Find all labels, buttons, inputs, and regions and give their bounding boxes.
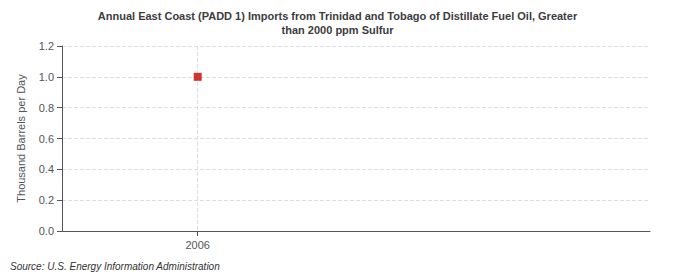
svg-text:Source: U.S. Energy Informatio: Source: U.S. Energy Information Administ… [10, 261, 220, 272]
svg-text:0.0: 0.0 [39, 225, 54, 237]
svg-text:Annual East Coast (PADD 1) Imp: Annual East Coast (PADD 1) Imports from … [98, 10, 578, 22]
svg-text:2006: 2006 [185, 239, 209, 251]
svg-text:1.2: 1.2 [39, 40, 54, 52]
svg-text:0.6: 0.6 [39, 133, 54, 145]
svg-text:Thousand Barrels per Day: Thousand Barrels per Day [15, 74, 27, 203]
svg-text:1.0: 1.0 [39, 71, 54, 83]
svg-text:than 2000 ppm Sulfur: than 2000 ppm Sulfur [282, 24, 395, 36]
svg-text:0.8: 0.8 [39, 102, 54, 114]
svg-text:0.4: 0.4 [39, 163, 54, 175]
svg-text:0.2: 0.2 [39, 194, 54, 206]
